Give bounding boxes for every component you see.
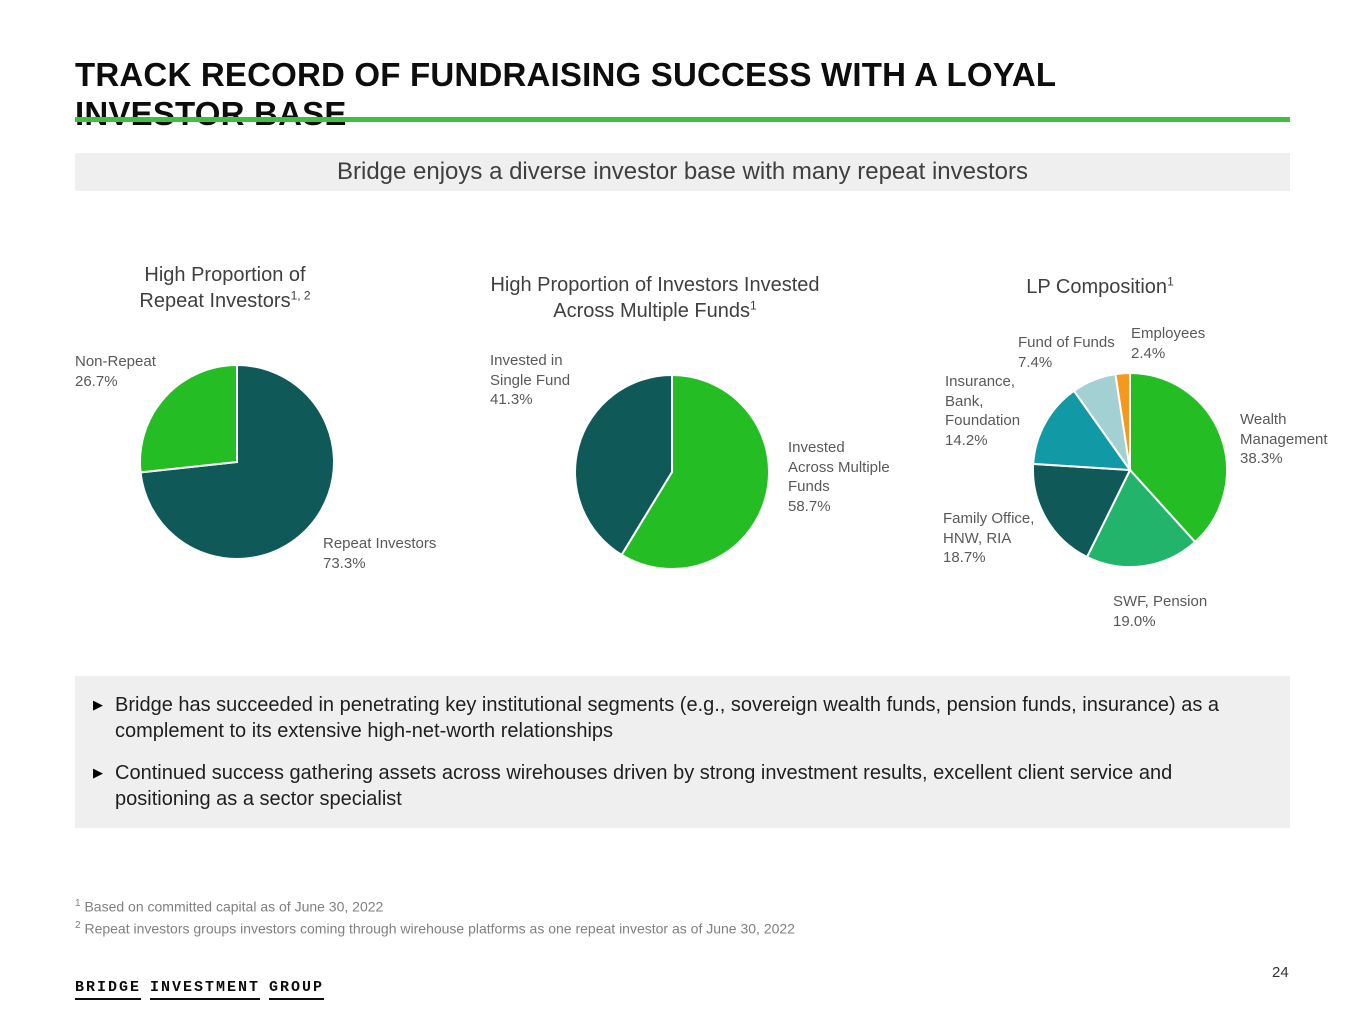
footnote-1: 1 Based on committed capital as of June … <box>75 898 384 915</box>
footnotes: 1 Based on committed capital as of June … <box>75 896 795 939</box>
accent-rule <box>75 117 1290 122</box>
bullet-item-2: ▶ Continued success gathering assets acr… <box>93 760 1272 812</box>
page-title: TRACK RECORD OF FUNDRAISING SUCCESS WITH… <box>75 56 1056 133</box>
pie-chart-lp-composition <box>1030 370 1230 570</box>
chart1-title-text: High Proportion of Repeat Investors <box>139 264 306 312</box>
chart3-title: LP Composition1 <box>985 274 1215 300</box>
label-employees: Employees 2.4% <box>1131 325 1206 362</box>
logo-word-bridge: BRIDGE <box>75 979 142 1000</box>
chart2-title: High Proportion of Investors Invested Ac… <box>470 272 840 324</box>
key-points-box: ▶ Bridge has succeeded in penetrating ke… <box>75 676 1290 828</box>
label-family-office: Family Office, HNW, RIA 18.7% <box>943 510 1035 566</box>
chart1-title: High Proportion of Repeat Investors1, 2 <box>120 262 330 314</box>
bullet-text-2: Continued success gathering assets acros… <box>115 762 1173 810</box>
page-number: 24 <box>1272 964 1289 981</box>
footnote-2: 2 Repeat investors groups investors comi… <box>75 919 795 937</box>
label-wealth-management: Wealth Management 38.3% <box>1240 411 1328 467</box>
label-fund-of-funds: Fund of Funds 7.4% <box>1018 334 1115 371</box>
label-repeat-investors: Repeat Investors 73.3% <box>323 535 437 572</box>
bullet-triangle-icon: ▶ <box>93 697 103 712</box>
chart1-title-footref: 1, 2 <box>290 288 311 303</box>
bridge-investment-group-logo: BRIDGE INVESTMENT GROUP <box>75 979 333 1000</box>
bullet-triangle-icon: ▶ <box>93 765 103 780</box>
label-multiple-funds: Invested Across Multiple Funds 58.7% <box>788 439 890 515</box>
label-single-fund: Invested in Single Fund 41.3% <box>490 352 571 408</box>
logo-word-investment: INVESTMENT <box>150 979 261 1000</box>
chart3-title-footref: 1 <box>1167 274 1174 289</box>
chart3-title-text: LP Composition <box>1026 276 1168 298</box>
chart2-title-text: High Proportion of Investors Invested Ac… <box>490 274 820 322</box>
bullet-text-1: Bridge has succeeded in penetrating key … <box>115 694 1219 742</box>
logo-word-group: GROUP <box>269 979 325 1000</box>
subtitle-banner: Bridge enjoys a diverse investor base wi… <box>75 153 1290 191</box>
bullet-item-1: ▶ Bridge has succeeded in penetrating ke… <box>93 692 1272 744</box>
subtitle-text: Bridge enjoys a diverse investor base wi… <box>336 158 1028 185</box>
pie-chart-repeat-investors <box>137 362 337 562</box>
label-insurance-bank-foundation: Insurance, Bank, Foundation 14.2% <box>945 373 1021 449</box>
pie-chart-multiple-funds <box>572 372 772 572</box>
label-swf-pension: SWF, Pension 19.0% <box>1113 593 1208 630</box>
label-non-repeat: Non-Repeat 26.7% <box>75 353 156 390</box>
chart2-title-footref: 1 <box>750 298 757 313</box>
